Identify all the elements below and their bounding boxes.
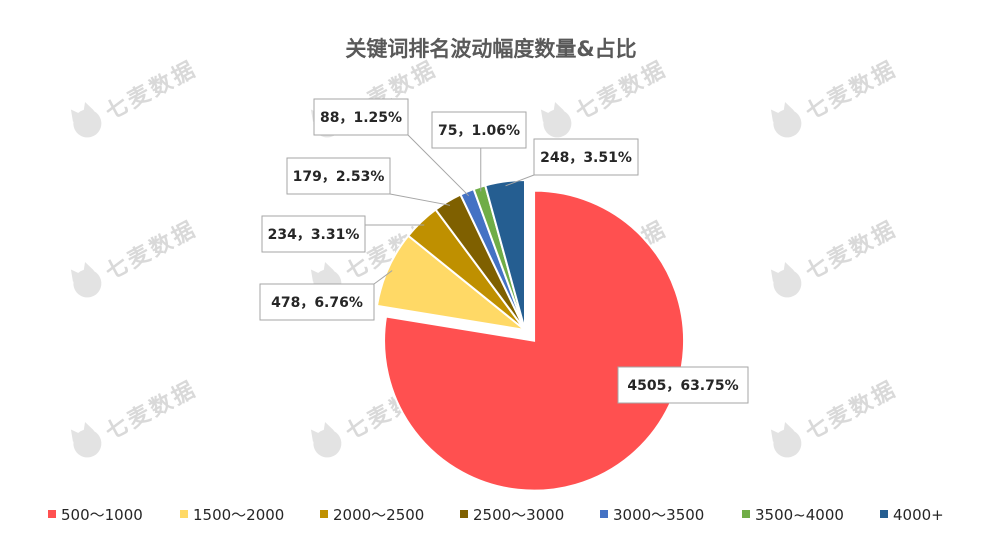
- legend: 500～1000 1500～2000 2000～2500 2500～3000 3000～…: [48, 506, 944, 524]
- legend-label: 4000+: [893, 506, 944, 524]
- legend-label: 3500~4000: [755, 506, 844, 524]
- watermark-text: 七麦数据: [801, 216, 902, 286]
- legend-swatch: [320, 510, 328, 518]
- watermark: 七麦数据: [770, 56, 902, 138]
- legend-item: 1500～2000: [180, 506, 284, 524]
- watermark: 七麦数据: [540, 56, 672, 138]
- watermark-text: 七麦数据: [101, 216, 202, 286]
- legend-item: 2500～3000: [460, 506, 564, 524]
- data-label: 4505，63.75%: [627, 378, 738, 394]
- legend-swatch: [600, 510, 608, 518]
- data-label-box: [261, 215, 366, 253]
- data-label-box: [431, 111, 527, 149]
- legend-item: 4000+: [880, 506, 944, 524]
- legend-swatch: [48, 510, 56, 518]
- watermark-text: 七麦数据: [801, 56, 902, 126]
- leader-lines: [365, 134, 535, 285]
- legend-item: 3500~4000: [742, 506, 844, 524]
- legend-swatch: [460, 510, 468, 518]
- leader-line: [407, 134, 470, 197]
- leader-line: [389, 193, 451, 206]
- data-labels: 4505，63.75% 478，6.76% 234，3.31% 179，2.53% 88…: [259, 98, 749, 404]
- legend-item: 3000～3500: [600, 506, 704, 524]
- leader-line: [373, 270, 393, 285]
- pie-slice: [383, 189, 686, 492]
- leader-line: [505, 174, 535, 187]
- legend-label: 2500～3000: [473, 506, 564, 524]
- legend-label: 1500～2000: [193, 506, 284, 524]
- data-label: 478，6.76%: [271, 295, 363, 311]
- watermark-text: 七麦数据: [571, 56, 672, 126]
- data-label-box: [533, 138, 639, 176]
- data-label: 88，1.25%: [320, 110, 402, 126]
- data-label: 179，2.53%: [293, 169, 385, 185]
- data-label-box: [617, 366, 749, 404]
- legend-label: 3000～3500: [613, 506, 704, 524]
- watermark-text: 七麦数据: [101, 56, 202, 126]
- data-label-box: [313, 98, 409, 136]
- pie-slices: [375, 178, 686, 492]
- data-label-box: [259, 283, 375, 321]
- watermark: 七麦数据: [770, 376, 902, 458]
- legend-swatch: [742, 510, 750, 518]
- legend-item: 2000～2500: [320, 506, 424, 524]
- watermark: 七麦数据: [770, 216, 902, 298]
- watermark: 七麦数据: [70, 216, 202, 298]
- data-label-box: [286, 157, 391, 195]
- data-label: 75，1.06%: [438, 123, 520, 139]
- data-label: 234，3.31%: [268, 227, 360, 243]
- watermark: 七麦数据: [70, 376, 202, 458]
- chart-title: 关键词排名波动幅度数量&占比: [345, 37, 636, 61]
- watermark: 七麦数据: [70, 56, 202, 138]
- legend-item: 500～1000: [48, 506, 143, 524]
- legend-swatch: [880, 510, 888, 518]
- legend-swatch: [180, 510, 188, 518]
- watermark-text: 七麦数据: [801, 376, 902, 446]
- pie-slice: [484, 178, 526, 331]
- legend-label: 2000～2500: [333, 506, 424, 524]
- legend-label: 500～1000: [61, 506, 143, 524]
- data-label: 248，3.51%: [540, 150, 632, 166]
- watermark-text: 七麦数据: [101, 376, 202, 446]
